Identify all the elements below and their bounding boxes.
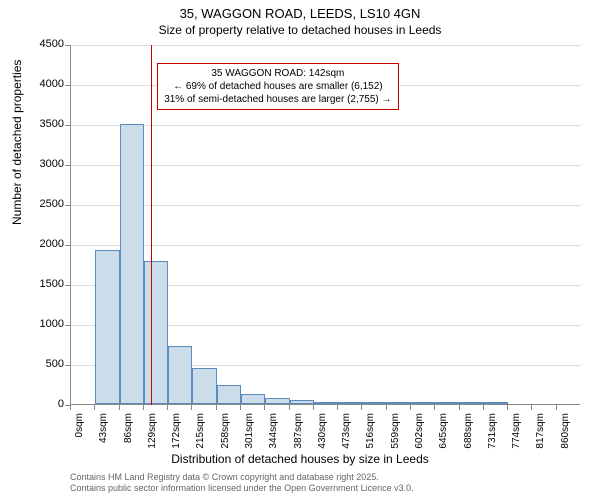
xtick-label: 129sqm (147, 413, 158, 463)
histogram-bar (168, 346, 192, 404)
xtick-label: 774sqm (511, 413, 522, 463)
histogram-bar (460, 402, 484, 404)
ytick-label: 500 (4, 358, 64, 370)
histogram-bar (95, 250, 119, 404)
xtick-label: 86sqm (123, 413, 134, 463)
histogram-bar (120, 124, 144, 404)
histogram-bar (144, 261, 168, 404)
ytick-label: 3000 (4, 158, 64, 170)
histogram-chart: 35, WAGGON ROAD, LEEDS, LS10 4GN Size of… (0, 0, 600, 500)
xtick-label: 43sqm (98, 413, 109, 463)
xtick-label: 860sqm (560, 413, 571, 463)
ytick-label: 1000 (4, 318, 64, 330)
ytick-label: 4500 (4, 38, 64, 50)
annotation-box: 35 WAGGON ROAD: 142sqm ← 69% of detached… (157, 63, 398, 110)
annotation-line1: 35 WAGGON ROAD: 142sqm (164, 67, 391, 80)
xtick-label: 688sqm (463, 413, 474, 463)
ytick-label: 4000 (4, 78, 64, 90)
footer-attribution: Contains HM Land Registry data © Crown c… (70, 472, 414, 494)
ytick-label: 0 (4, 398, 64, 410)
xtick-label: 602sqm (414, 413, 425, 463)
histogram-bar (387, 402, 411, 404)
xtick-label: 172sqm (171, 413, 182, 463)
xtick-label: 387sqm (293, 413, 304, 463)
histogram-bar (192, 368, 216, 404)
histogram-bar (338, 402, 362, 404)
xtick-label: 0sqm (74, 413, 85, 463)
xtick-label: 473sqm (341, 413, 352, 463)
xtick-label: 817sqm (535, 413, 546, 463)
footer-line2: Contains public sector information licen… (70, 483, 414, 494)
ytick-label: 3500 (4, 118, 64, 130)
histogram-bar (314, 402, 338, 404)
ytick-label: 2500 (4, 198, 64, 210)
xtick-label: 516sqm (365, 413, 376, 463)
ytick-label: 2000 (4, 238, 64, 250)
footer-line1: Contains HM Land Registry data © Crown c… (70, 472, 414, 483)
xtick-label: 559sqm (390, 413, 401, 463)
xtick-label: 430sqm (317, 413, 328, 463)
annotation-line3: 31% of semi-detached houses are larger (… (164, 93, 391, 106)
chart-subtitle: Size of property relative to detached ho… (0, 23, 600, 37)
histogram-bar (484, 402, 508, 404)
histogram-bar (362, 402, 386, 404)
xtick-label: 645sqm (438, 413, 449, 463)
histogram-bar (411, 402, 435, 404)
chart-title: 35, WAGGON ROAD, LEEDS, LS10 4GN (0, 6, 600, 21)
histogram-bar (435, 402, 459, 404)
xtick-label: 258sqm (220, 413, 231, 463)
marker-line (151, 45, 152, 405)
histogram-bar (217, 385, 241, 404)
histogram-bar (241, 394, 265, 404)
ytick-label: 1500 (4, 278, 64, 290)
xtick-label: 301sqm (244, 413, 255, 463)
histogram-bar (265, 398, 289, 404)
xtick-label: 344sqm (268, 413, 279, 463)
histogram-bar (290, 400, 314, 404)
annotation-line2: ← 69% of detached houses are smaller (6,… (164, 80, 391, 93)
xtick-label: 215sqm (195, 413, 206, 463)
plot-area: 35 WAGGON ROAD: 142sqm ← 69% of detached… (70, 45, 580, 405)
xtick-label: 731sqm (487, 413, 498, 463)
